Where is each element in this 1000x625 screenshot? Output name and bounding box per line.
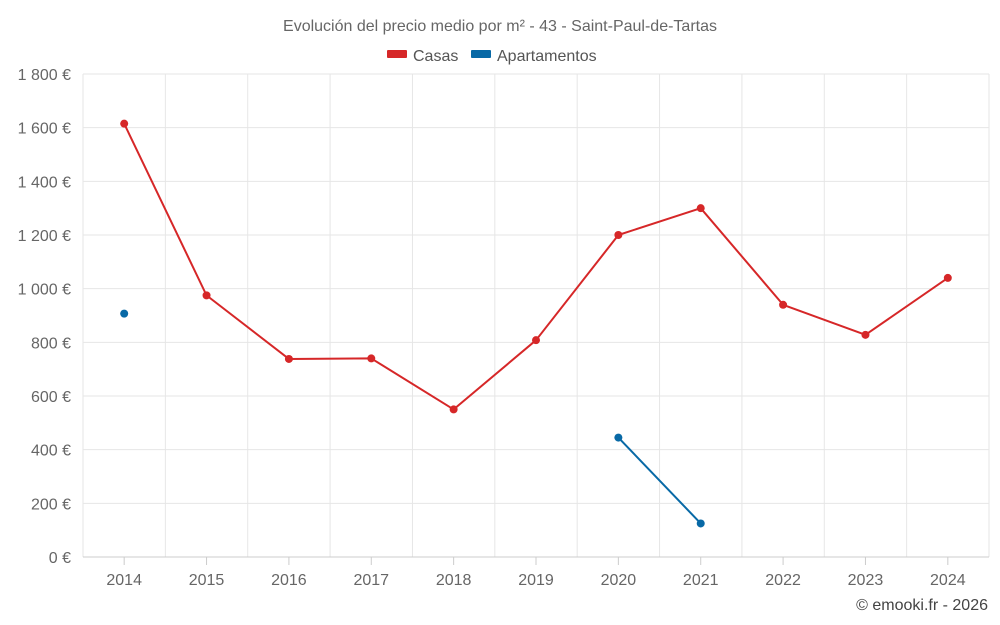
data-point-casas-2016[interactable] [284,354,293,363]
data-point-casas-2018[interactable] [449,405,458,414]
data-point-casas-2019[interactable] [532,336,540,345]
data-point-casas-2017[interactable] [367,354,376,363]
data-point-casas-2024[interactable] [943,273,952,282]
data-point-casas-2014[interactable] [120,119,129,128]
legend-item-apartamentos[interactable]: Apartamentos [471,48,597,65]
x-tick-label: 2017 [353,572,389,589]
legend-swatch-casas [387,50,407,58]
data-point-casas-2022[interactable] [779,300,788,309]
x-tick-label: 2015 [189,572,225,589]
y-tick-label: 800 € [31,335,71,352]
y-tick-label: 200 € [31,496,71,513]
legend-item-casas[interactable]: Casas [387,48,458,65]
series-apartamentos [120,309,705,528]
grid [82,73,990,557]
y-tick-label: 600 € [31,389,71,406]
series [120,119,952,528]
legend-swatch-apartamentos [471,50,491,58]
legend-label-casas: Casas [413,48,458,65]
legend: Casas Apartamentos [387,48,597,65]
x-tick-label: 2023 [848,572,884,589]
y-tick-label: 0 € [49,550,71,567]
data-point-apartamentos-2021[interactable] [696,519,705,528]
data-point-apartamentos-2020[interactable] [614,433,623,442]
series-line-apartamentos [617,436,702,525]
y-tick-label: 400 € [31,443,71,460]
legend-label-apartamentos: Apartamentos [497,48,597,65]
credit-text: © emooki.fr - 2026 [856,597,988,614]
y-tick-label: 1 200 € [18,228,71,245]
y-tick-label: 1 600 € [18,121,71,138]
x-tick-label: 2019 [518,572,554,589]
data-point-apartamentos-2014[interactable] [120,309,129,318]
data-point-casas-2015[interactable] [202,291,211,300]
series-casas [120,119,952,414]
x-tick-label: 2018 [436,572,472,589]
data-point-casas-2020[interactable] [614,231,623,239]
x-tick-label: 2022 [765,572,801,589]
x-tick-label: 2021 [683,572,719,589]
axes: 0 € 200 € 400 € 600 € 800 € 1 000 € 1 200 € 1 4… [18,67,989,589]
y-tick-label: 1 000 € [18,282,71,299]
x-tick-label: 2014 [106,572,142,589]
y-tick-label: 1 800 € [18,67,71,84]
data-point-casas-2021[interactable] [696,204,705,213]
x-tick-label: 2020 [601,572,637,589]
data-point-casas-2023[interactable] [861,330,870,339]
y-tick-label: 1 400 € [18,174,71,191]
x-tick-label: 2024 [930,572,966,589]
chart-title: Evolución del precio medio por m² - 43 -… [283,18,717,35]
x-tick-label: 2016 [271,572,307,589]
